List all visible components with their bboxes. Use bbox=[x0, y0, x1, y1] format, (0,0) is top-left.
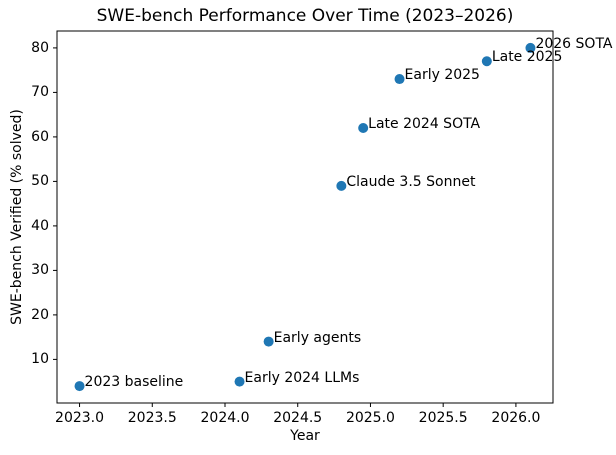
y-tick-label: 80 bbox=[31, 39, 49, 56]
x-axis-label: Year bbox=[290, 428, 320, 444]
data-point bbox=[481, 56, 492, 67]
x-tick-label: 2025.5 bbox=[418, 410, 468, 426]
data-point bbox=[263, 336, 274, 347]
chart-title: SWE-bench Performance Over Time (2023–20… bbox=[96, 6, 514, 26]
data-point bbox=[525, 42, 536, 53]
x-tick-label: 2025.0 bbox=[345, 410, 395, 426]
x-tick-label: 2023.0 bbox=[55, 410, 105, 426]
point-annotation: Early 2025 bbox=[404, 67, 480, 84]
point-annotation: 2026 SOTA bbox=[535, 35, 613, 52]
point-annotation: Claude 3.5 Sonnet bbox=[346, 173, 476, 190]
data-point bbox=[74, 381, 85, 392]
x-tick-label: 2026.0 bbox=[491, 410, 541, 426]
point-annotation: 2023 baseline bbox=[84, 374, 184, 391]
y-axis-label: SWE-bench Verified (% solved) bbox=[9, 109, 25, 325]
y-tick-label: 20 bbox=[31, 306, 49, 323]
point-annotation: Late 2024 SOTA bbox=[368, 116, 481, 132]
x-tick-label: 2023.5 bbox=[127, 410, 177, 426]
data-point bbox=[358, 123, 369, 134]
point-annotation: Early agents bbox=[273, 329, 362, 346]
y-tick-label: 70 bbox=[31, 84, 49, 101]
x-tick-label: 2024.0 bbox=[200, 410, 250, 426]
y-tick-label: 60 bbox=[31, 128, 49, 145]
y-tick-label: 50 bbox=[31, 173, 49, 190]
data-point bbox=[234, 376, 245, 387]
y-tick-label: 10 bbox=[31, 351, 49, 368]
y-tick-label: 30 bbox=[31, 262, 49, 279]
data-point bbox=[336, 180, 347, 191]
point-annotation: Late 2025 bbox=[491, 49, 563, 66]
axes-spines bbox=[56, 30, 554, 404]
y-tick-label: 40 bbox=[31, 217, 49, 234]
point-annotation: Early 2024 LLMs bbox=[244, 369, 360, 386]
x-tick-label: 2024.5 bbox=[273, 410, 323, 426]
data-point bbox=[394, 74, 405, 85]
